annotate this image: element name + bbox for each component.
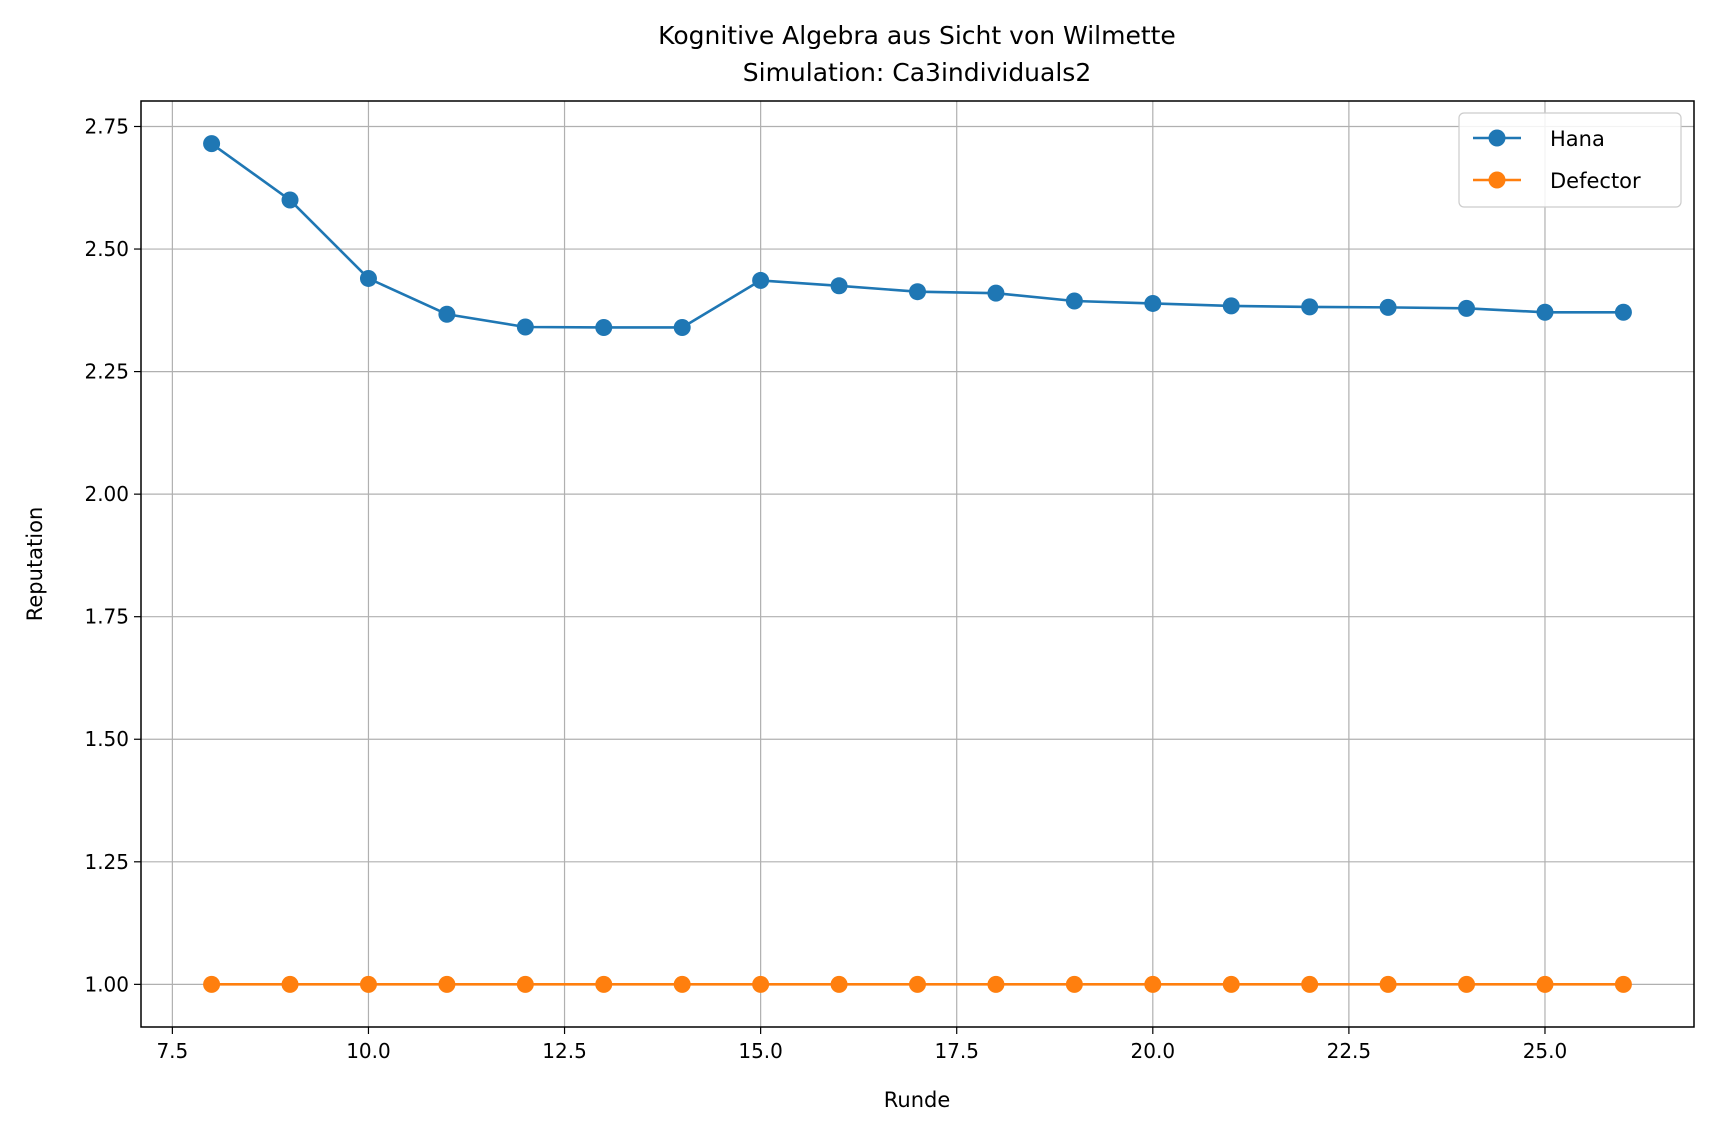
data-point-hana (595, 318, 613, 336)
data-point-hana (359, 269, 377, 287)
y-tick-label: 2.00 (84, 482, 129, 506)
data-point-defector (1379, 975, 1397, 993)
data-point-hana (1144, 294, 1162, 312)
data-point-hana (673, 318, 691, 336)
data-point-hana (438, 305, 456, 323)
x-tick-label: 12.5 (542, 1039, 587, 1063)
data-point-defector (1458, 975, 1476, 993)
data-point-hana (1222, 297, 1240, 315)
data-point-defector (909, 975, 926, 993)
x-axis-label: Runde (884, 1088, 951, 1112)
data-point-hana (1301, 298, 1319, 316)
chart-subtitle: Simulation: Ca3individuals2 (743, 58, 1091, 87)
legend-label-defector: Defector (1550, 169, 1641, 193)
data-point-hana (1379, 298, 1397, 316)
data-point-hana (203, 135, 221, 153)
axis-ticks: 7.5 10.0 12.5 15.0 17.5 20.0 22.5 25.0 1.00 1.25 1… (84, 114, 1567, 1063)
y-tick-label: 1.00 (84, 972, 129, 996)
legend-marker-defector (1488, 171, 1506, 189)
data-point-hana (987, 284, 1005, 302)
data-point-hana (1536, 303, 1554, 321)
grid (141, 101, 1694, 1027)
legend-marker-hana (1488, 129, 1506, 147)
x-tick-label: 7.5 (156, 1039, 188, 1063)
data-point-defector (203, 975, 221, 993)
x-tick-label: 10.0 (346, 1039, 391, 1063)
y-tick-label: 1.25 (84, 850, 129, 874)
y-tick-label: 2.25 (84, 360, 129, 384)
legend: Hana Defector (1458, 112, 1682, 208)
data-point-hana (909, 283, 926, 301)
x-tick-label: 15.0 (738, 1039, 783, 1063)
series-layer (203, 135, 1632, 993)
y-axis-label: Reputation (23, 507, 47, 622)
data-point-defector (1222, 975, 1240, 993)
plot-frame (140, 100, 1695, 1028)
x-tick-label: 25.0 (1523, 1039, 1568, 1063)
data-point-defector (438, 975, 456, 993)
data-point-defector (1065, 975, 1083, 993)
data-point-hana (1614, 303, 1632, 321)
y-tick-label: 2.50 (84, 237, 129, 261)
legend-label-hana: Hana (1550, 127, 1605, 151)
y-tick-label: 2.75 (84, 114, 129, 138)
x-tick-label: 20.0 (1131, 1039, 1176, 1063)
data-point-defector (359, 975, 377, 993)
chart-title: Kognitive Algebra aus Sicht von Wilmette (658, 21, 1176, 50)
data-point-defector (1614, 975, 1632, 993)
data-point-hana (830, 277, 848, 295)
data-point-defector (281, 975, 299, 993)
data-point-defector (752, 975, 770, 993)
data-point-defector (516, 975, 534, 993)
data-point-defector (1536, 975, 1554, 993)
data-point-defector (595, 975, 613, 993)
data-point-hana (1458, 299, 1476, 317)
data-point-defector (673, 975, 691, 993)
data-point-defector (830, 975, 848, 993)
data-point-hana (1065, 292, 1083, 310)
data-point-defector (987, 975, 1005, 993)
data-point-defector (1301, 975, 1319, 993)
data-point-hana (516, 318, 534, 336)
data-point-hana (281, 191, 299, 209)
x-tick-label: 22.5 (1327, 1039, 1372, 1063)
legend-box (1458, 112, 1682, 208)
x-tick-label: 17.5 (934, 1039, 979, 1063)
data-point-hana (752, 271, 770, 289)
y-tick-label: 1.75 (84, 605, 129, 629)
data-point-defector (1144, 975, 1162, 993)
y-tick-label: 1.50 (84, 727, 129, 751)
